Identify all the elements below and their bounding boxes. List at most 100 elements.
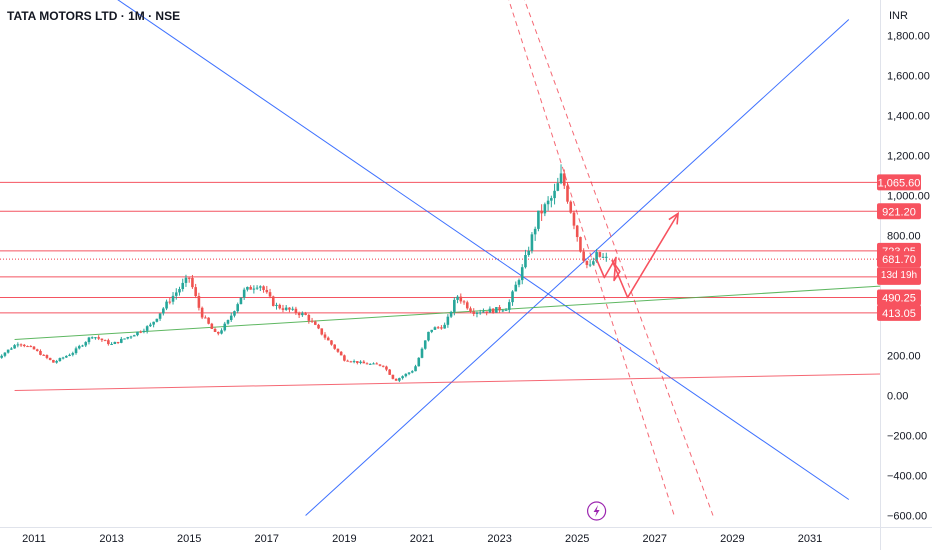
candle-body (113, 341, 117, 345)
x-tick-label: 2031 (798, 533, 822, 545)
candle-body (39, 350, 42, 355)
y-tick-label: 1,600.00 (887, 71, 930, 83)
dashed-channel-line (523, 0, 714, 516)
candle-body (307, 314, 311, 321)
candle-body (136, 331, 139, 336)
y-tick-label: −200.00 (887, 431, 927, 443)
currency-label: INR (889, 10, 908, 22)
candle-body (252, 288, 256, 290)
candle-body (139, 331, 142, 333)
candle-body (449, 311, 453, 317)
candle-body (123, 338, 126, 340)
y-tick-label: 1,200.00 (887, 151, 930, 163)
candle-body (388, 369, 391, 375)
candle-body (288, 307, 291, 310)
candle-body (317, 324, 320, 329)
candle-body (16, 344, 20, 346)
candle-body (19, 344, 23, 346)
candle-body (511, 291, 514, 303)
candle-body (453, 299, 456, 312)
candle-body (149, 324, 152, 327)
candle-body (323, 334, 327, 338)
candle-body (546, 200, 550, 205)
candle-body (265, 289, 269, 293)
candle-body (488, 308, 492, 313)
candle-body (45, 355, 49, 358)
candle-body (162, 308, 165, 314)
candle-body (530, 234, 534, 251)
candle-body (77, 346, 81, 349)
candle-body (29, 346, 33, 348)
candle-body (6, 349, 10, 353)
candle-body (120, 338, 123, 343)
countdown-tag-bg (877, 267, 921, 282)
candle-body (68, 354, 71, 356)
candle-body (65, 355, 68, 358)
x-tick-label: 2023 (487, 533, 511, 545)
candle-body (430, 329, 433, 332)
candle-body (336, 348, 340, 352)
candle-body (605, 256, 608, 258)
candle-body (459, 296, 463, 302)
candle-body (171, 295, 175, 302)
candle-body (349, 361, 353, 363)
candle-body (414, 366, 417, 372)
candle-body (10, 348, 13, 350)
candle-body (362, 361, 366, 364)
candle-body (239, 297, 243, 305)
candle-body (178, 289, 181, 293)
candle-body (440, 327, 443, 329)
candle-body (533, 228, 537, 235)
candle-body (242, 289, 246, 298)
candle-body (398, 378, 401, 381)
candle-body (275, 304, 278, 306)
candle-body (223, 323, 227, 331)
candle-body (229, 315, 233, 321)
candle-body (537, 210, 540, 229)
candle-body (226, 320, 230, 324)
candle-body (598, 252, 602, 257)
candle-body (601, 256, 605, 258)
candle-body (155, 318, 159, 322)
candle-body (391, 374, 395, 379)
candle-body (498, 307, 501, 311)
candle-body (491, 308, 495, 313)
candle-body (575, 225, 579, 238)
candle-body (294, 308, 298, 313)
candle-body (271, 296, 275, 306)
candle-body (472, 311, 476, 314)
candle-body (404, 373, 408, 377)
candle-body (87, 337, 91, 343)
candle-body (592, 261, 595, 265)
candle-body (556, 183, 560, 191)
x-tick-label: 2011 (22, 533, 46, 545)
candle-body (436, 327, 440, 329)
candle-body (194, 287, 197, 297)
price-level-tag-bg (877, 203, 921, 220)
x-tick-label: 2025 (565, 533, 589, 545)
candle-body (588, 264, 592, 266)
candle-body (187, 277, 191, 279)
candle-body (236, 304, 239, 312)
countdown-tag: 13d 19h (881, 270, 917, 281)
candle-body (249, 286, 252, 290)
candle-body (0, 355, 3, 358)
candle-body (174, 292, 178, 296)
candle-body (297, 312, 301, 316)
price-level-tag-bg (877, 289, 921, 306)
candle-body (145, 326, 149, 331)
x-tick-label: 2015 (177, 533, 201, 545)
candle-body (48, 357, 52, 360)
candle-body (411, 371, 414, 373)
candle-body (314, 321, 317, 325)
candle-body (524, 254, 527, 268)
candle-body (582, 251, 585, 261)
candle-body (559, 173, 563, 184)
candles-layer (0, 164, 608, 383)
candle-body (110, 344, 113, 346)
candle-body (433, 327, 437, 330)
price-level-tag-bg (877, 174, 921, 191)
lightning-bolt (593, 505, 600, 517)
